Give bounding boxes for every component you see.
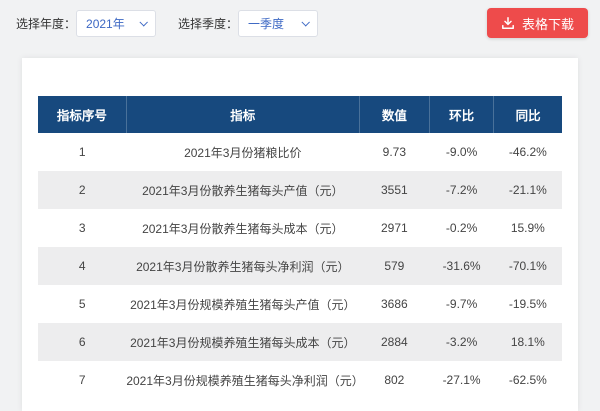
quarter-select-value: 一季度 [248,16,285,31]
cell-value: 802 [384,373,405,387]
header-yoy: 同比 [493,96,562,133]
cell-value: 3686 [380,297,408,311]
cell-index: 1 [78,145,86,159]
filter-bar: 选择年度： 2021年 选择季度： 一季度 表格下载 [0,0,600,46]
cell-value: 2971 [380,221,408,235]
cell-indicator: 2021年3月份散养生猪每头产值（元） [142,183,344,198]
cell-mom: -7.2% [445,183,478,197]
download-icon [501,16,515,30]
cell-index: 7 [78,373,86,387]
cell-yoy: -62.5% [508,373,547,387]
cell-value: 579 [384,259,405,273]
cell-mom: -9.7% [445,297,478,311]
cell-indicator: 2021年3月份规模养殖生猪每头成本（元） [130,335,356,350]
table-download-button[interactable]: 表格下载 [486,8,588,38]
table-row: 2 2021年3月份散养生猪每头产值（元） 3551 -7.2% -21.1% [38,171,562,209]
quarter-filter-label: 选择季度： [178,16,239,31]
chevron-down-icon [301,18,310,27]
cell-yoy: 15.9% [510,221,545,235]
cell-index: 5 [78,297,86,311]
table-row: 4 2021年3月份散养生猪每头净利润（元） 579 -31.6% -70.1% [38,247,562,285]
cell-mom: -27.1% [442,373,481,387]
table-row: 5 2021年3月份规模养殖生猪每头产值（元） 3686 -9.7% -19.5% [38,285,562,323]
cell-mom: -9.0% [445,145,478,159]
cell-yoy: -19.5% [508,297,547,311]
cell-index: 2 [78,183,86,197]
cell-yoy: 18.1% [510,335,545,349]
cell-mom: -3.2% [445,335,478,349]
header-index: 指标序号 [38,96,127,133]
quarter-select[interactable]: 一季度 [238,9,319,37]
indicator-table: 指标序号 指标 数值 环比 同比 1 2021年3月份猪粮比价 9.73 -9.0% -… [38,96,562,399]
cell-yoy: -46.2% [508,145,547,159]
download-button-label: 表格下载 [521,16,574,32]
year-filter-label: 选择年度： [16,16,77,31]
cell-value: 2884 [380,335,408,349]
cell-indicator: 2021年3月份散养生猪每头净利润（元） [136,259,350,274]
header-value: 数值 [359,96,430,133]
table-body: 1 2021年3月份猪粮比价 9.73 -9.0% -46.2% 2 2021年3月份散养生… [38,133,562,399]
header-mom: 环比 [429,96,495,133]
table-row: 6 2021年3月份规模养殖生猪每头成本（元） 2884 -3.2% 18.1% [38,323,562,361]
table-row: 7 2021年3月份规模养殖生猪每头净利润（元） 802 -27.1% -62.5% [38,361,562,399]
cell-indicator: 2021年3月份猪粮比价 [184,145,302,160]
cell-value: 9.73 [382,145,407,159]
year-select-value: 2021年 [86,16,125,31]
cell-yoy: -21.1% [508,183,547,197]
cell-indicator: 2021年3月份规模养殖生猪每头净利润（元） [126,373,364,388]
table-row: 3 2021年3月份散养生猪每头成本（元） 2971 -0.2% 15.9% [38,209,562,247]
cell-indicator: 2021年3月份规模养殖生猪每头产值（元） [130,297,356,312]
table-header-row: 指标序号 指标 数值 环比 同比 [38,96,562,133]
cell-index: 4 [78,259,86,273]
year-filter-group: 选择年度： 2021年 [16,9,157,37]
cell-mom: -0.2% [445,221,478,235]
cell-yoy: -70.1% [508,259,547,273]
quarter-filter-group: 选择季度： 一季度 [178,9,319,37]
cell-index: 6 [78,335,86,349]
table-row: 1 2021年3月份猪粮比价 9.73 -9.0% -46.2% [38,133,562,171]
cell-index: 3 [78,221,86,235]
cell-value: 3551 [380,183,408,197]
year-select[interactable]: 2021年 [76,9,157,37]
cell-mom: -31.6% [442,259,481,273]
header-indicator: 指标 [126,96,360,133]
content-card: 指标序号 指标 数值 环比 同比 1 2021年3月份猪粮比价 9.73 -9.0% -… [22,58,578,411]
cell-indicator: 2021年3月份散养生猪每头成本（元） [142,221,344,236]
table-header: 指标序号 指标 数值 环比 同比 [38,96,562,133]
chevron-down-icon [139,18,148,27]
